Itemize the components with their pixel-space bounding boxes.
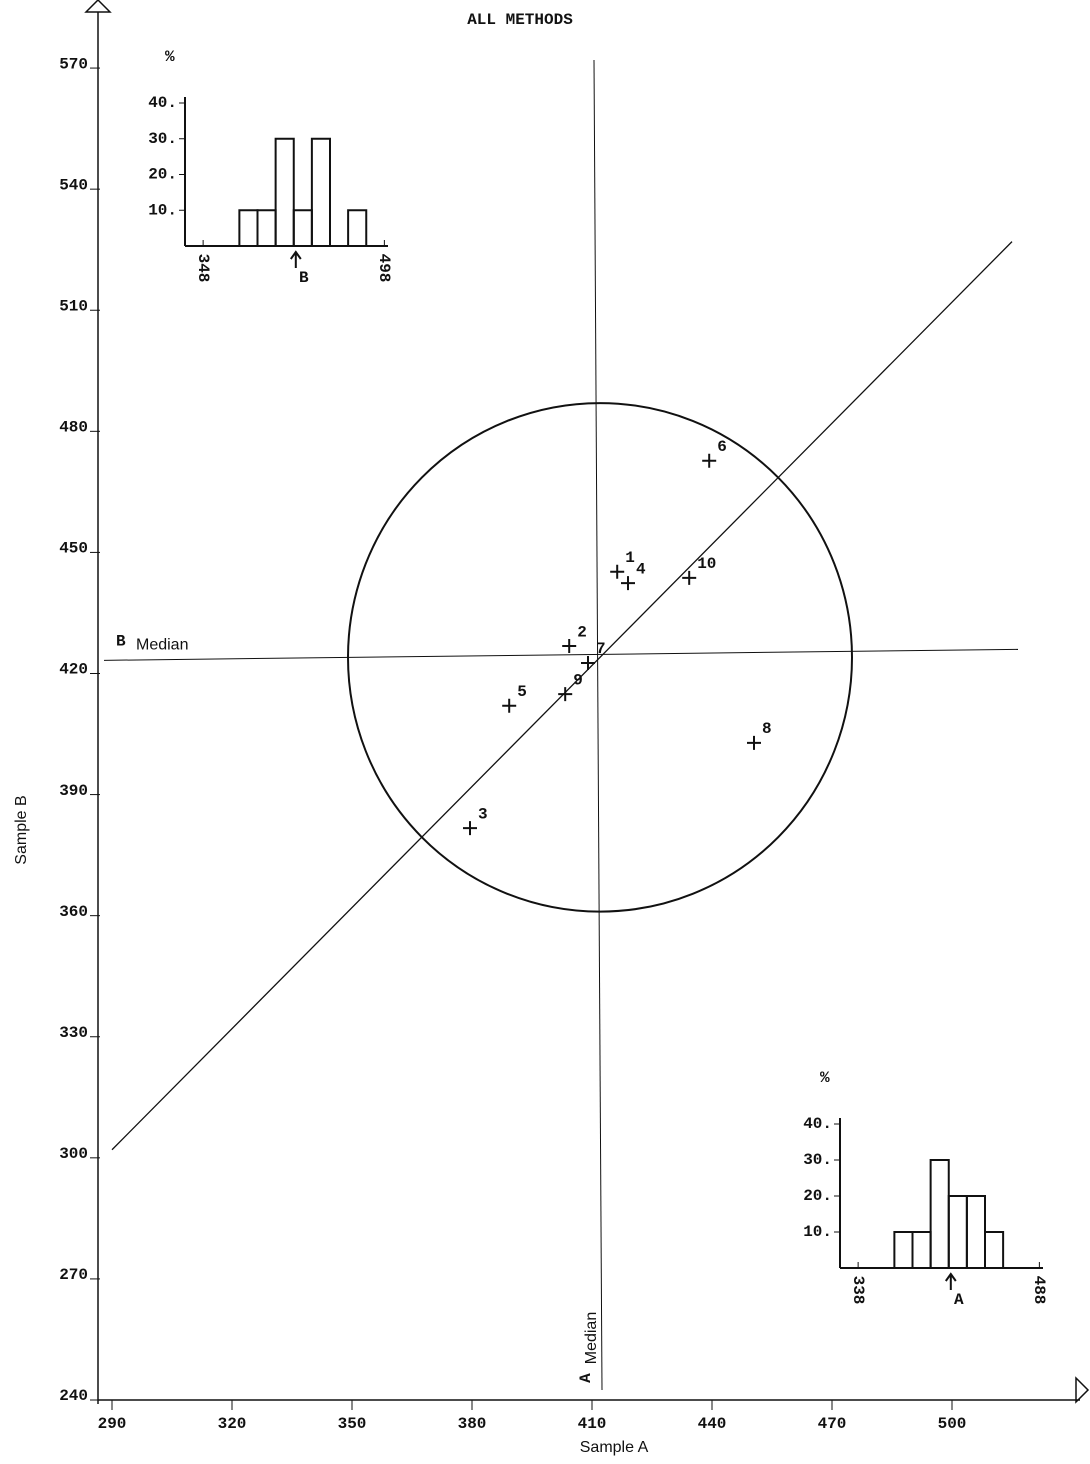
y-tick-label: 540 — [59, 176, 88, 194]
y-tick-label: 10. — [803, 1223, 832, 1241]
median-label: A — [577, 1373, 595, 1383]
point — [747, 735, 761, 750]
x-tick-label: 440 — [698, 1415, 727, 1433]
bar — [984, 1231, 1005, 1269]
point-label: 7 — [596, 640, 606, 658]
y-tick-label: 360 — [59, 903, 88, 921]
x-axis-arrow — [1075, 1376, 1090, 1404]
y-tick-label: 300 — [59, 1145, 88, 1163]
x-axis-title: Sample A — [580, 1439, 649, 1456]
point-label: 3 — [478, 805, 488, 823]
bar — [911, 1231, 932, 1269]
y-tick-label: 40. — [148, 94, 177, 112]
point — [621, 576, 635, 591]
y-tick-label: 570 — [59, 55, 88, 73]
point-label: 10 — [697, 555, 716, 573]
x-tick-label: 290 — [98, 1415, 127, 1433]
point — [558, 687, 573, 702]
y-tick-label: 450 — [59, 540, 88, 558]
point-label: 1 — [625, 549, 635, 567]
bar — [347, 209, 368, 247]
y-tick-label: 30. — [803, 1151, 832, 1169]
y-tick-label: 40. — [803, 1115, 832, 1133]
point — [610, 564, 625, 579]
y-tick-label: 390 — [59, 782, 88, 800]
median-line — [593, 59, 603, 1391]
x-tick-label: 498 — [375, 254, 393, 283]
marker-arrow — [944, 1272, 957, 1290]
point-label: 8 — [762, 720, 772, 738]
bar — [256, 209, 277, 247]
x-tick-label: 320 — [218, 1415, 247, 1433]
y-tick-label: 10. — [148, 201, 177, 219]
bar — [310, 137, 331, 247]
point — [502, 698, 517, 713]
bar — [238, 209, 259, 247]
x-tick-label: 470 — [818, 1415, 847, 1433]
bar — [292, 209, 313, 247]
y-tick-label: 330 — [59, 1024, 88, 1042]
point-label: 5 — [517, 683, 527, 701]
point-label: 4 — [636, 560, 646, 578]
x-tick-label: 348 — [194, 254, 212, 283]
y-axis-title: % — [165, 48, 175, 66]
median-sub: Median — [583, 1312, 600, 1364]
x-tick-label: 350 — [338, 1415, 367, 1433]
y-axis-title: % — [820, 1069, 830, 1087]
bar — [929, 1159, 950, 1269]
marker-label: B — [299, 269, 309, 287]
chart-title: ALL METHODS — [467, 11, 573, 29]
bar — [965, 1195, 986, 1269]
y-tick-label: 240 — [59, 1387, 88, 1405]
y-tick-label: 20. — [148, 166, 177, 184]
y-tick-label: 30. — [148, 130, 177, 148]
point-label: 6 — [717, 438, 727, 456]
point-label: 2 — [577, 623, 587, 641]
point-label: 9 — [573, 671, 583, 689]
y-axis-title: Sample B — [13, 795, 30, 864]
circle — [347, 402, 853, 913]
y-tick-label: 270 — [59, 1266, 88, 1284]
x-tick-label: 410 — [578, 1415, 607, 1433]
x-tick-label: 500 — [938, 1415, 967, 1433]
x-tick-label: 380 — [458, 1415, 487, 1433]
y-tick-label: 20. — [803, 1187, 832, 1205]
reference-line — [111, 241, 1013, 1151]
bar — [947, 1195, 968, 1269]
median-sub: Median — [136, 637, 188, 654]
marker-label: A — [954, 1291, 964, 1309]
point — [682, 570, 697, 585]
bar — [893, 1231, 914, 1269]
median-line — [103, 648, 1019, 661]
x-tick-label: 488 — [1030, 1276, 1048, 1305]
point — [562, 639, 577, 654]
x-tick-label: 338 — [849, 1276, 867, 1305]
y-tick-label: 480 — [59, 419, 88, 437]
y-axis-arrow — [84, 0, 112, 13]
y-tick-label: 420 — [59, 661, 88, 679]
point — [581, 655, 595, 670]
median-label: B — [116, 633, 126, 651]
point — [702, 453, 717, 468]
bar — [274, 137, 295, 247]
y-tick-label: 510 — [59, 297, 88, 315]
marker-arrow — [289, 250, 302, 268]
point — [463, 821, 477, 836]
